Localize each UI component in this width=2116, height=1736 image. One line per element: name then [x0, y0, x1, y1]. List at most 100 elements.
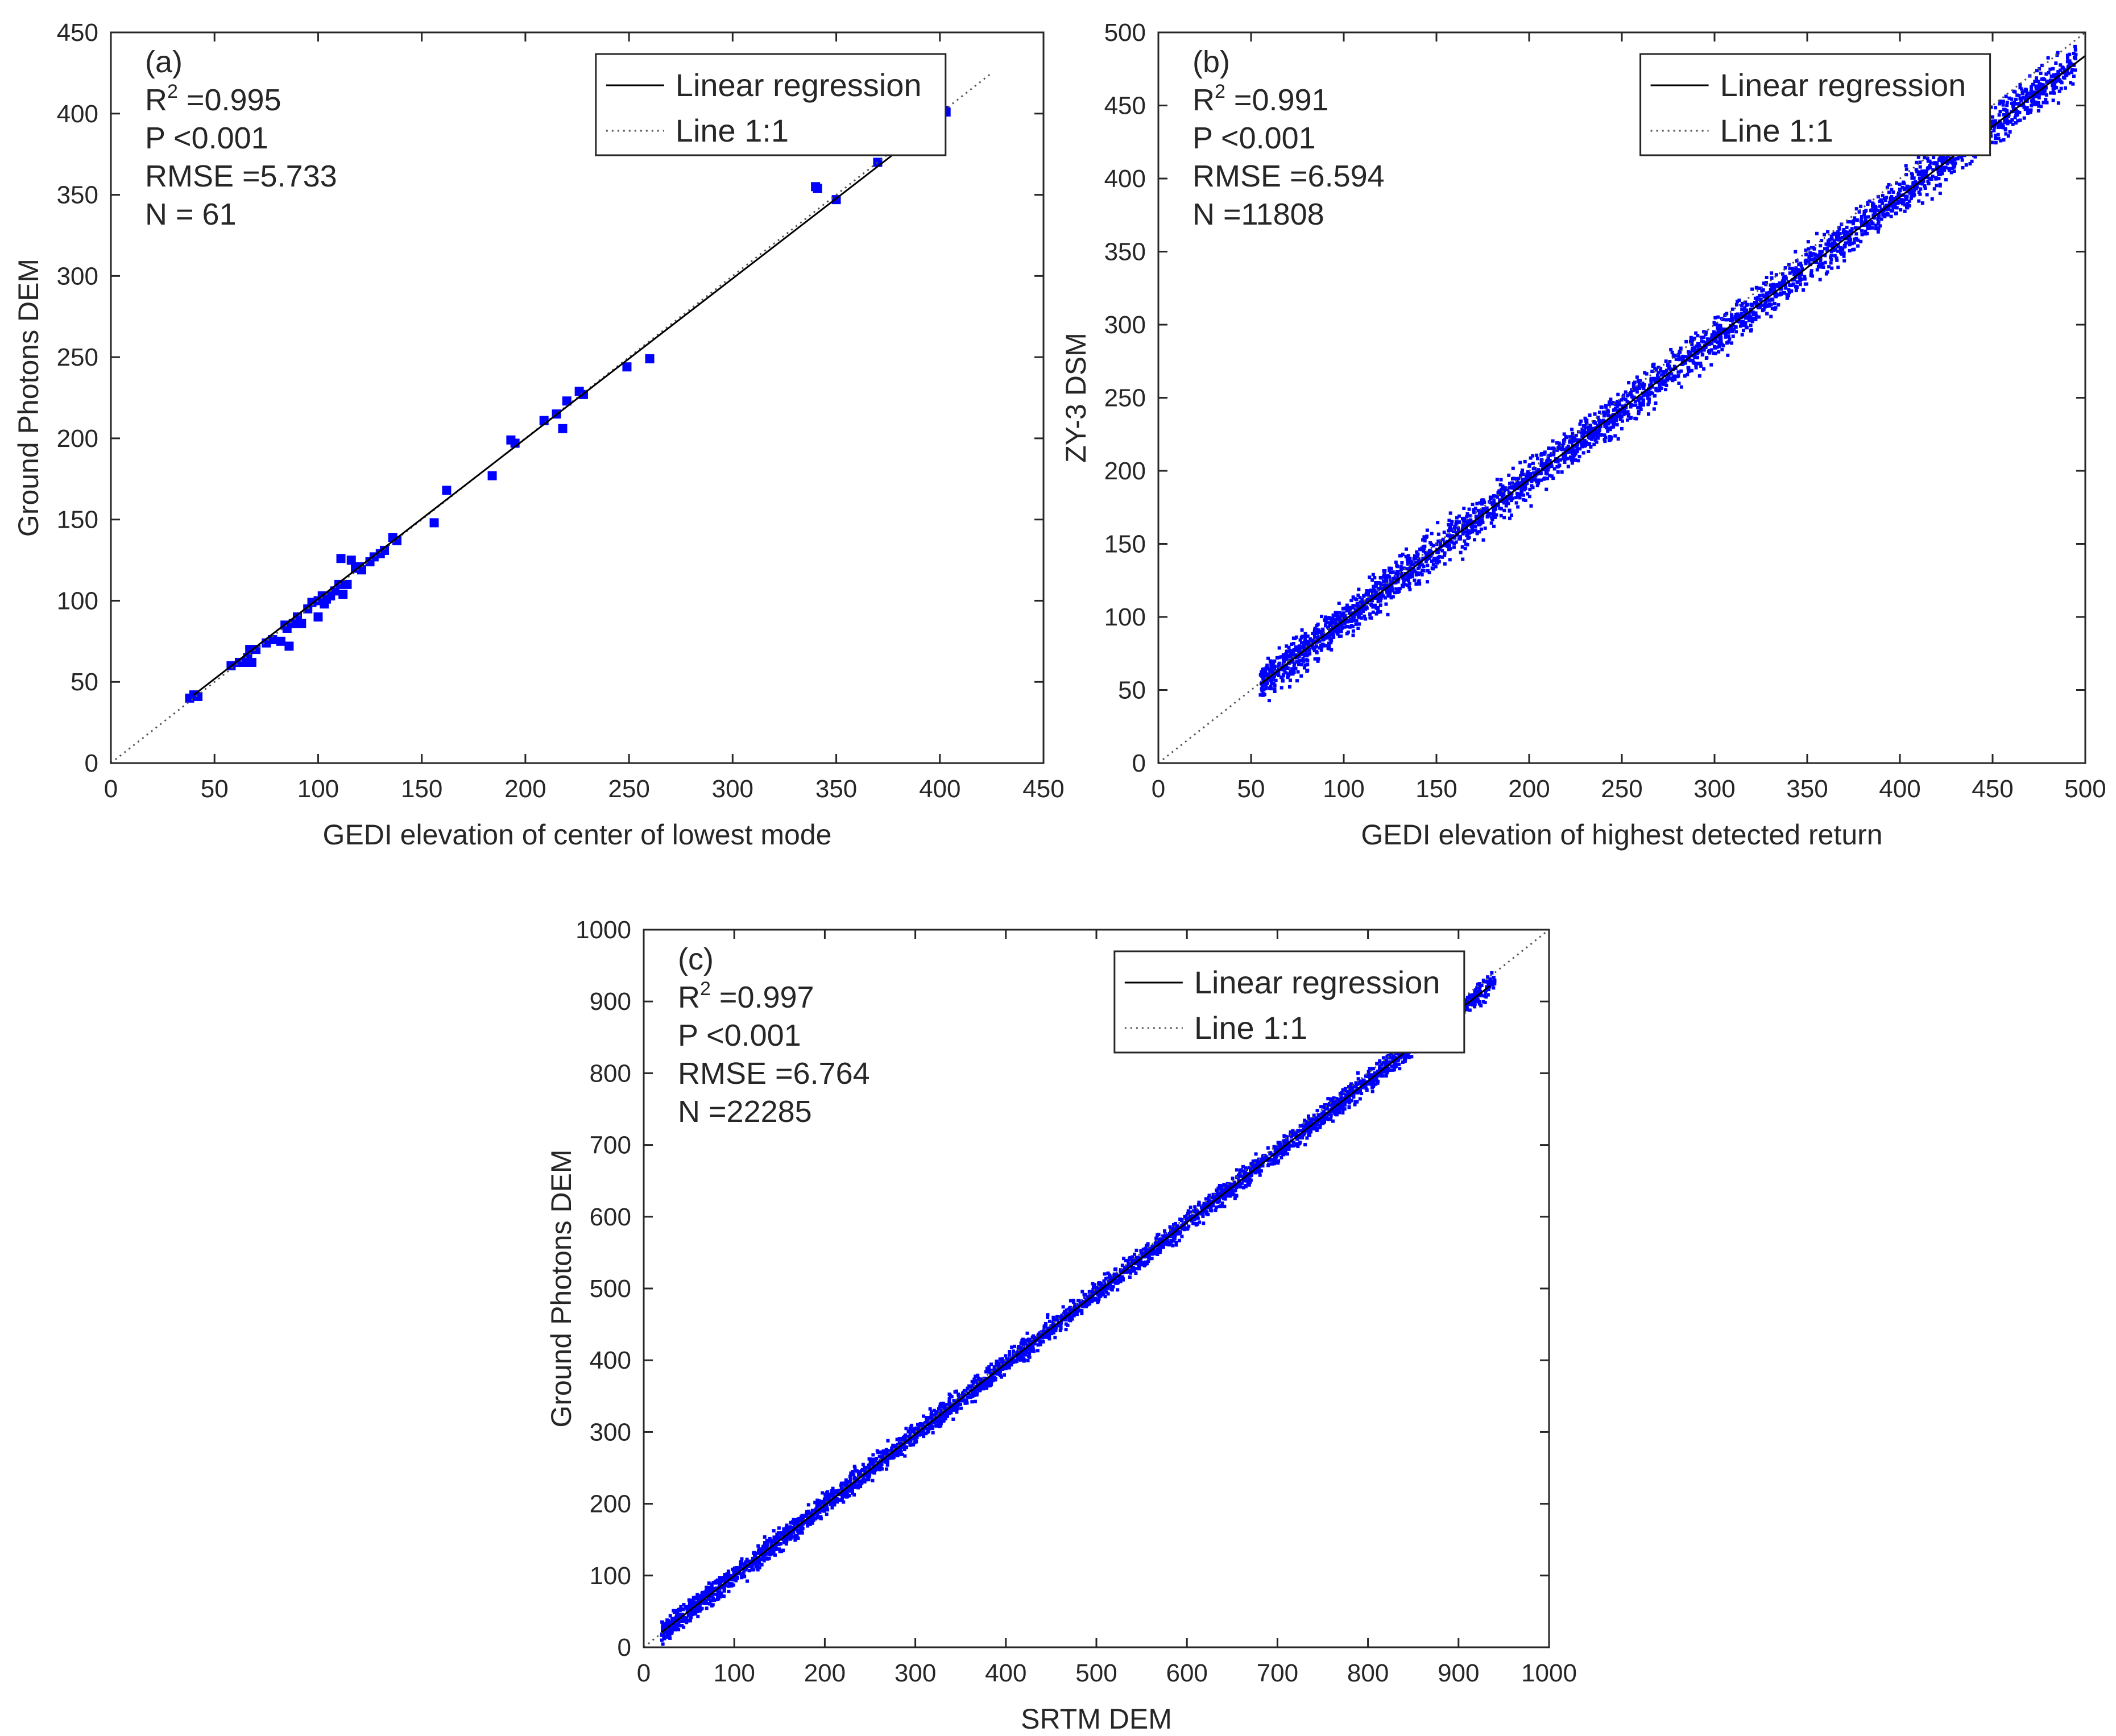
- scatter-point: [2001, 103, 2005, 107]
- scatter-point: [2015, 113, 2019, 117]
- y-tick-label: 300: [1104, 311, 1146, 339]
- scatter-point: [1351, 629, 1355, 633]
- scatter-point: [1269, 670, 1273, 674]
- scatter-point: [2067, 64, 2071, 68]
- scatter-point: [2005, 103, 2009, 107]
- scatter-point: [916, 1423, 920, 1427]
- scatter-point: [1669, 347, 1673, 351]
- scatter-point: [1891, 196, 1895, 200]
- scatter-point: [1261, 683, 1265, 687]
- scatter-point: [1539, 453, 1543, 457]
- scatter-point: [1667, 373, 1671, 377]
- scatter-point: [770, 1549, 774, 1553]
- scatter-point: [2019, 99, 2023, 103]
- scatter-point: [1441, 537, 1445, 541]
- scatter-point: [1593, 438, 1597, 442]
- scatter-point: [1907, 199, 1911, 203]
- scatter-point: [1510, 486, 1514, 490]
- scatter-point: [1757, 315, 1761, 319]
- scatter-point: [1852, 241, 1856, 245]
- scatter-point: [1618, 417, 1622, 421]
- scatter-point: [1521, 468, 1525, 472]
- scatter-point: [1414, 582, 1418, 586]
- scatter-point: [1497, 489, 1501, 493]
- scatter-point: [1341, 607, 1345, 611]
- scatter-point: [1565, 457, 1569, 461]
- scatter-point: [1396, 575, 1399, 579]
- scatter-point: [806, 1524, 810, 1528]
- scatter-point: [1867, 224, 1871, 228]
- scatter-point: [1408, 575, 1412, 579]
- scatter-point: [1654, 368, 1658, 372]
- scatter-point: [1876, 230, 1880, 234]
- scatter-point: [1559, 447, 1563, 451]
- scatter-point: [1475, 502, 1479, 506]
- scatter-point: [1848, 243, 1852, 247]
- scatter-point: [1544, 460, 1548, 464]
- scatter-point: [1807, 255, 1811, 259]
- scatter-point: [1645, 372, 1649, 376]
- scatter-point: [1359, 600, 1363, 604]
- scatter-point: [1918, 192, 1922, 196]
- scatter-point: [1418, 562, 1422, 566]
- scatter-point: [1295, 653, 1299, 657]
- scatter-point: [1267, 668, 1271, 672]
- scatter-point: [1751, 310, 1755, 314]
- scatter-point: [867, 1478, 871, 1482]
- scatter-point: [1638, 401, 1642, 405]
- scatter-point: [1657, 366, 1660, 370]
- scatter-point: [1904, 187, 1908, 190]
- scatter-point: [1343, 622, 1347, 625]
- x-tick-label: 250: [1601, 775, 1642, 803]
- scatter-point: [1586, 430, 1590, 434]
- scatter-point: [1890, 199, 1894, 203]
- scatter-point: [1749, 303, 1753, 306]
- scatter-point: [1356, 612, 1360, 616]
- scatter-point: [1324, 620, 1328, 624]
- scatter-point: [1584, 440, 1588, 444]
- scatter-point: [1606, 413, 1610, 417]
- scatter-point: [1999, 139, 2003, 143]
- scatter-point: [1870, 204, 1874, 208]
- scatter-point: [848, 1478, 852, 1482]
- scatter-point: [2018, 86, 2022, 90]
- scatter-point: [1715, 345, 1719, 349]
- scatter-point: [1282, 658, 1286, 662]
- scatter-point: [1831, 233, 1835, 237]
- scatter-point: [1672, 355, 1676, 359]
- scatter-point: [1547, 446, 1551, 450]
- stat-n: N =11808: [1192, 197, 1324, 231]
- scatter-point: [2055, 72, 2059, 76]
- scatter-point: [1324, 624, 1328, 628]
- scatter-point: [2031, 82, 2035, 86]
- scatter-point: [2023, 107, 2027, 111]
- scatter-point: [1717, 331, 1721, 335]
- scatter-point: [2030, 87, 2034, 91]
- scatter-point: [2034, 84, 2038, 88]
- scatter-point: [710, 1593, 714, 1597]
- scatter-point: [1704, 333, 1708, 337]
- scatter-point: [871, 1453, 875, 1457]
- scatter-point: [1550, 465, 1554, 469]
- scatter-point: [1328, 622, 1332, 626]
- scatter-point: [2030, 85, 2034, 89]
- y-tick-label: 500: [1104, 19, 1146, 47]
- scatter-point: [2066, 56, 2070, 60]
- scatter-point: [1904, 173, 1908, 177]
- scatter-point: [1396, 587, 1399, 591]
- scatter-point: [1878, 200, 1882, 204]
- scatter-point: [1396, 579, 1400, 583]
- scatter-point: [2026, 109, 2030, 113]
- scatter-point: [2039, 86, 2043, 90]
- scatter-point: [1573, 453, 1577, 457]
- scatter-point: [1749, 310, 1753, 314]
- scatter-point: [1710, 333, 1714, 337]
- x-tick-label: 200: [504, 775, 546, 803]
- scatter-point: [1578, 447, 1582, 451]
- scatter-point: [1425, 552, 1428, 556]
- scatter-point: [1649, 378, 1653, 382]
- scatter-point: [1360, 616, 1364, 620]
- scatter-point: [1499, 513, 1503, 517]
- x-tick-label: 400: [919, 775, 960, 803]
- scatter-point: [1481, 538, 1485, 542]
